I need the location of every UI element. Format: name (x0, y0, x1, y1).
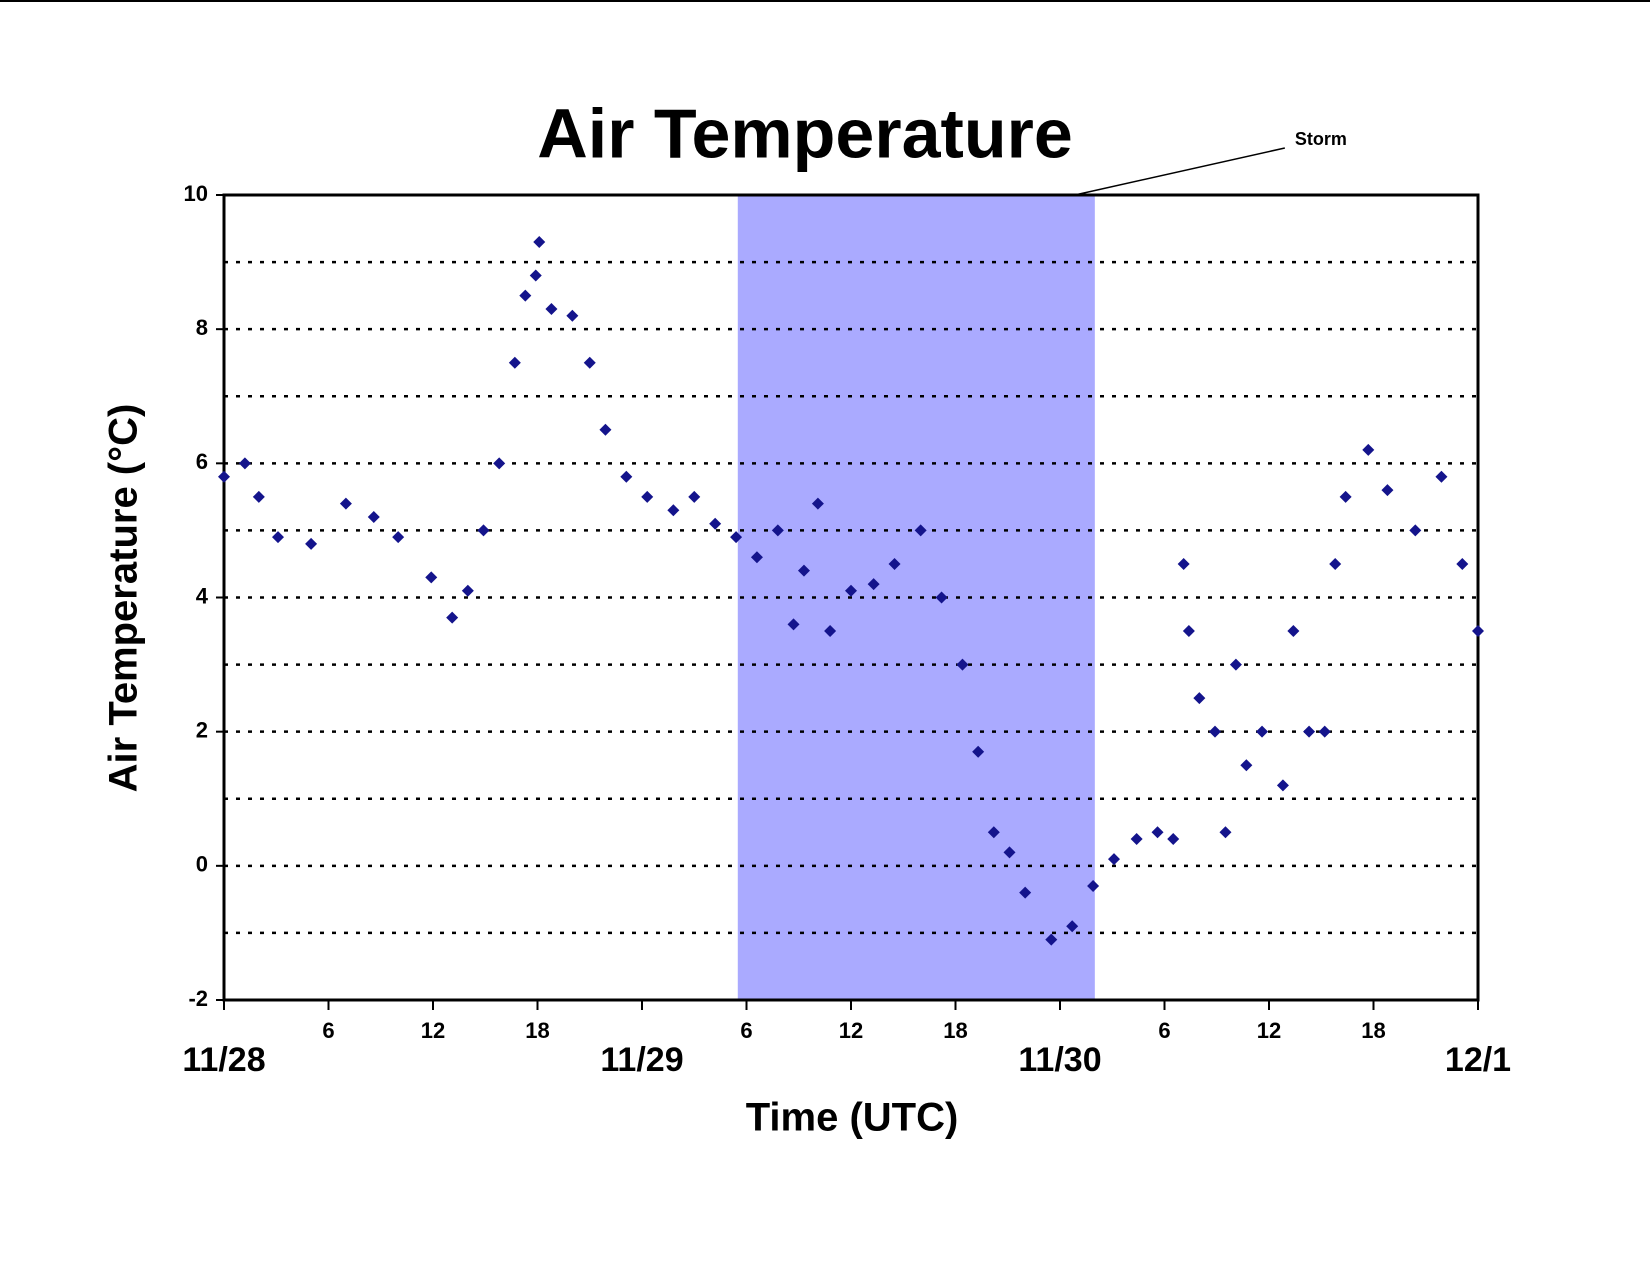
y-tick-label: 2 (196, 717, 208, 742)
data-point (1209, 725, 1222, 738)
data-point (1177, 557, 1190, 570)
data-point (771, 524, 784, 537)
data-point (972, 745, 985, 758)
data-point (1130, 833, 1143, 845)
data-point (566, 309, 579, 322)
x-tick-label: 6 (740, 1018, 752, 1043)
data-point (218, 470, 230, 483)
y-tick-label: -2 (188, 986, 208, 1011)
data-point (845, 584, 857, 597)
data-point (641, 490, 654, 503)
data-point (545, 303, 558, 316)
x-tick-label: 18 (1361, 1018, 1385, 1043)
data-point (1472, 625, 1484, 638)
data-point (620, 470, 633, 483)
data-point (1318, 725, 1331, 738)
plot-frame (222, 193, 1480, 1002)
data-point (797, 564, 810, 577)
data-point (1303, 725, 1316, 738)
x-date-label: 12/1 (1445, 1041, 1511, 1079)
data-point (1003, 846, 1016, 859)
y-tick-label: 8 (196, 315, 208, 340)
data-point (367, 511, 380, 523)
data-point (446, 611, 459, 624)
data-point (787, 618, 800, 631)
data-point (1329, 557, 1342, 570)
data-point (1435, 470, 1448, 483)
data-point (461, 584, 474, 597)
x-date-label: 11/28 (182, 1041, 265, 1079)
data-point (425, 571, 438, 584)
data-point (238, 457, 251, 470)
x-tick-label: 12 (421, 1018, 445, 1043)
data-point (508, 356, 521, 369)
data-point (1167, 833, 1180, 845)
data-point (1219, 826, 1232, 839)
data-point (811, 497, 824, 510)
data-point (1240, 759, 1253, 772)
y-tick-label: 6 (196, 449, 208, 474)
data-point (1362, 443, 1375, 456)
data-point (1087, 879, 1100, 892)
data-point (1045, 933, 1058, 946)
data-point (867, 578, 880, 591)
data-point (1276, 779, 1289, 792)
data-point (914, 524, 927, 537)
x-date-label: 11/30 (1018, 1041, 1101, 1079)
chart-title: Air Temperature (537, 94, 1073, 172)
y-axis-label: Air Temperature (°C) (102, 404, 146, 793)
y-tick-label: 0 (196, 852, 208, 877)
data-point (730, 531, 743, 544)
x-tick-label: 6 (322, 1018, 334, 1043)
x-tick-label: 12 (1257, 1018, 1281, 1043)
storm-band (737, 195, 1095, 1000)
x-tick-label: 18 (525, 1018, 549, 1043)
data-point (824, 625, 837, 638)
data-point (583, 356, 596, 369)
annotation-leader (1074, 147, 1285, 196)
data-point (599, 423, 612, 436)
data-point (688, 490, 701, 503)
data-point (493, 457, 506, 470)
data-point (1193, 692, 1206, 705)
data-point (1339, 490, 1352, 503)
y-tick-label: 10 (184, 181, 208, 206)
data-point (956, 658, 969, 671)
y-tick-label: 4 (196, 583, 209, 608)
data-point (477, 524, 490, 537)
data-point (1229, 658, 1242, 671)
data-point (1256, 725, 1269, 738)
data-point (252, 490, 265, 503)
data-point (1182, 625, 1195, 638)
data-point (935, 591, 948, 604)
data-point (271, 531, 284, 544)
data-point (392, 531, 405, 544)
data-point (987, 826, 1000, 839)
x-tick-label: 12 (839, 1018, 863, 1043)
annotation-text: Storm (1295, 129, 1347, 149)
x-tick-label: 18 (943, 1018, 967, 1043)
x-axis-label: Time (UTC) (746, 1096, 959, 1140)
data-point (519, 289, 532, 302)
data-point (339, 497, 352, 510)
data-point (1409, 524, 1422, 537)
data-point (533, 235, 546, 248)
data-point (1107, 853, 1120, 866)
data-point (1456, 557, 1469, 570)
data-point (667, 504, 680, 517)
data-point (1019, 886, 1032, 899)
data-point (1381, 484, 1394, 497)
x-tick-label: 6 (1158, 1018, 1170, 1043)
x-date-label: 11/29 (600, 1041, 683, 1079)
data-point (529, 269, 542, 282)
data-point (1066, 920, 1079, 933)
data-point (750, 551, 763, 564)
data-point (1151, 826, 1164, 839)
data-point (305, 537, 318, 550)
data-point (1287, 625, 1300, 638)
data-point (888, 557, 901, 570)
data-point (709, 517, 722, 530)
